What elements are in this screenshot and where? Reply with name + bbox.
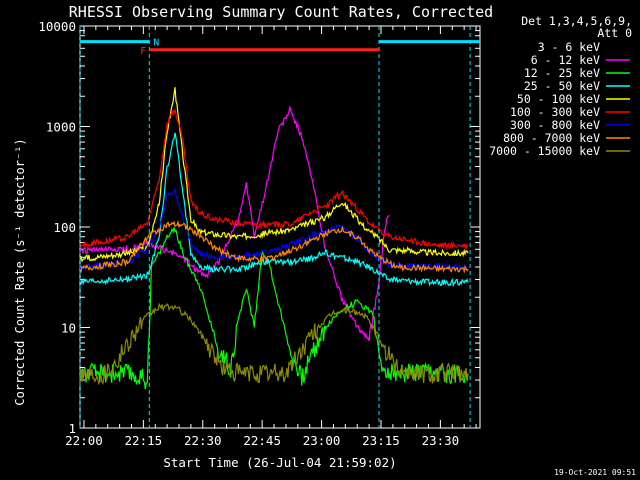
x-tick-label: 23:15 xyxy=(362,433,400,448)
x-tick-label: 22:00 xyxy=(65,433,103,448)
legend-entry-label: 300 - 800 keV xyxy=(510,118,600,132)
legend-entry-label: 3 - 6 keV xyxy=(538,40,600,54)
legend-header-line-1: Det 1,3,4,5,6,9, xyxy=(521,14,632,28)
legend-header-line-2: Att 0 xyxy=(597,26,632,40)
y-tick-label: 1 xyxy=(68,421,76,436)
legend-entry-label: 12 - 25 keV xyxy=(524,66,600,80)
legend-entry-label: 6 - 12 keV xyxy=(531,53,600,67)
y-tick-label: 10 xyxy=(61,321,76,336)
legend-entry-label: 50 - 100 keV xyxy=(517,92,600,106)
flag-label-n: N xyxy=(153,38,159,49)
chart-title: RHESSI Observing Summary Count Rates, Co… xyxy=(69,3,493,21)
series-line xyxy=(79,87,469,263)
flag-label-f: F xyxy=(140,46,146,57)
x-tick-label: 22:15 xyxy=(125,433,163,448)
legend-entry-label: 25 - 50 keV xyxy=(524,79,600,93)
x-axis: 22:00 22:15 22:30 22:45 23:00 23:15 23:30 xyxy=(65,26,477,448)
flag-layer: FN xyxy=(79,26,480,428)
x-tick-label: 22:45 xyxy=(243,433,281,448)
x-axis-label: Start Time (26-Jul-04 21:59:02) xyxy=(163,455,396,470)
series-line xyxy=(79,219,469,274)
series-line xyxy=(79,108,469,251)
series-line xyxy=(79,188,469,272)
series-line xyxy=(79,227,469,390)
series-line xyxy=(79,302,469,386)
series-line xyxy=(79,105,390,342)
legend-entry-label: 800 - 7000 keV xyxy=(503,131,600,145)
legend-entry-label: 100 - 300 keV xyxy=(510,105,600,119)
legend-header: Det 1,3,4,5,6,9, Att 0 xyxy=(521,14,632,40)
x-tick-label: 23:00 xyxy=(303,433,341,448)
legend-entry-label: 7000 - 15000 keV xyxy=(489,144,600,158)
y-tick-label: 1000 xyxy=(46,120,76,135)
y-axis-label: Corrected Count Rate (s⁻¹ detector⁻¹) xyxy=(13,138,27,405)
footer-date: 19-Oct-2021 09:51 xyxy=(554,468,636,477)
y-axis: 1 10 100 1000 10000 xyxy=(38,19,480,436)
y-tick-label: 100 xyxy=(53,220,76,235)
x-tick-label: 22:30 xyxy=(184,433,222,448)
series-layer xyxy=(79,87,469,390)
x-tick-label: 23:30 xyxy=(422,433,460,448)
series-line xyxy=(79,154,390,314)
y-tick-label: 10000 xyxy=(38,19,76,34)
series-line xyxy=(80,132,469,288)
